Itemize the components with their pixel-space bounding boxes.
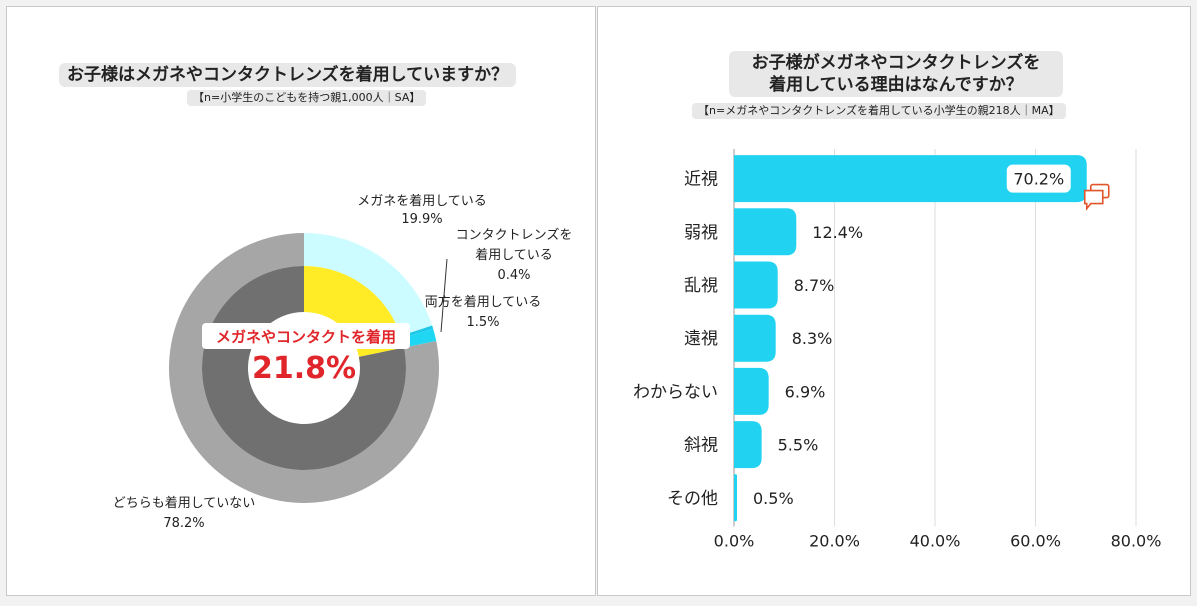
donut-label-3-line-1: 78.2%: [163, 516, 204, 531]
right-chart-title: お子様がメガネやコンタクトレンズを 着用している理由はなんですか？: [729, 51, 1063, 97]
donut-label-2-line-1: 1.5%: [466, 315, 499, 330]
bar-5: [734, 421, 762, 469]
bar-2: [734, 261, 778, 309]
bar-4: [734, 367, 769, 415]
bar-3: [734, 314, 776, 362]
value-label-2: 8.7%: [794, 276, 835, 295]
donut-label-2-line-0: 両方を着用している: [425, 294, 542, 310]
left-chart-title: お子様はメガネやコンタクトレンズを着用していますか？: [59, 63, 517, 87]
value-label-3: 8.3%: [792, 329, 833, 348]
category-label-3: 遠視: [684, 329, 718, 349]
value-label-0: 70.2%: [1013, 170, 1064, 189]
donut-label-3: どちらも着用していない 78.2%: [113, 495, 256, 531]
bar-0: [734, 155, 1087, 203]
x-tick-label-2: 40.0%: [910, 531, 961, 550]
value-label-5: 5.5%: [778, 436, 819, 455]
x-tick-label-0: 0.0%: [714, 531, 755, 550]
donut-label-1: コンタクトレンズを着用している 0.4%: [456, 227, 573, 283]
comment-bubble-icon: [1083, 183, 1110, 211]
donut-label-0-line-0: メガネを着用している: [357, 193, 487, 209]
inner-ring-slice-1: [202, 266, 406, 470]
bar-1: [734, 208, 797, 256]
donut-label-3-line-0: どちらも着用していない: [113, 495, 256, 511]
value-label-background-0: [1006, 164, 1071, 193]
right-chart-title-line1: お子様がメガネやコンタクトレンズを: [751, 53, 1041, 73]
contact-lens-leader-line: [440, 258, 448, 333]
bar-chart: 0.0% 20.0% 40.0% 60.0% 80.0% 近視 70.2% 弱視 12.4% 乱視…: [633, 149, 1162, 550]
center-value: 21.8%: [252, 351, 356, 386]
bar-6: [734, 474, 737, 522]
value-label-6: 0.5%: [753, 489, 794, 508]
right-chart-panel: お子様がメガネやコンタクトレンズを 着用している理由はなんですか？ 【n=メガネ…: [597, 6, 1191, 596]
donut-label-1-line-1: 着用している: [475, 247, 553, 263]
donut-label-1-line-2: 0.4%: [497, 268, 530, 283]
right-chart-title-line2: 着用している理由はなんですか？: [769, 75, 1023, 95]
value-label-1: 12.4%: [812, 223, 863, 242]
category-label-4: わからない: [633, 382, 718, 402]
center-label: メガネやコンタクトを着用: [216, 328, 396, 346]
outer-ring-slice-2: [401, 328, 437, 348]
right-chart-subtitle: 【n=メガネやコンタクトレンズを着用している小学生の親218人｜MA】: [692, 103, 1066, 119]
category-label-2: 乱視: [684, 276, 718, 296]
left-chart-panel: お子様はメガネやコンタクトレンズを着用していますか？ 【n=小学生のこどもを持つ…: [6, 6, 596, 596]
left-chart-subtitle: 【n=小学生のこどもを持つ親1,000人｜SA】: [187, 90, 427, 106]
outer-ring-slice-0: [304, 233, 433, 336]
x-tick-label-3: 60.0%: [1010, 531, 1061, 550]
donut-label-2: 両方を着用している 1.5%: [425, 294, 542, 330]
donut-label-0-line-1: 19.9%: [401, 212, 442, 227]
category-label-1: 弱視: [684, 223, 718, 243]
value-label-4: 6.9%: [785, 382, 826, 401]
category-label-0: 近視: [684, 170, 718, 190]
category-label-5: 斜視: [684, 436, 718, 456]
x-tick-label-1: 20.0%: [809, 531, 860, 550]
x-tick-label-4: 80.0%: [1111, 531, 1162, 550]
donut-label-1-line-0: コンタクトレンズを: [456, 227, 573, 243]
donut-label-0: メガネを着用している 19.9%: [357, 193, 487, 227]
center-label-background: [202, 323, 410, 349]
donut-chart: メガネやコンタクトを着用 21.8% メガネを着用している 19.9% コンタクトレ…: [113, 193, 573, 531]
category-label-6: その他: [667, 489, 718, 509]
